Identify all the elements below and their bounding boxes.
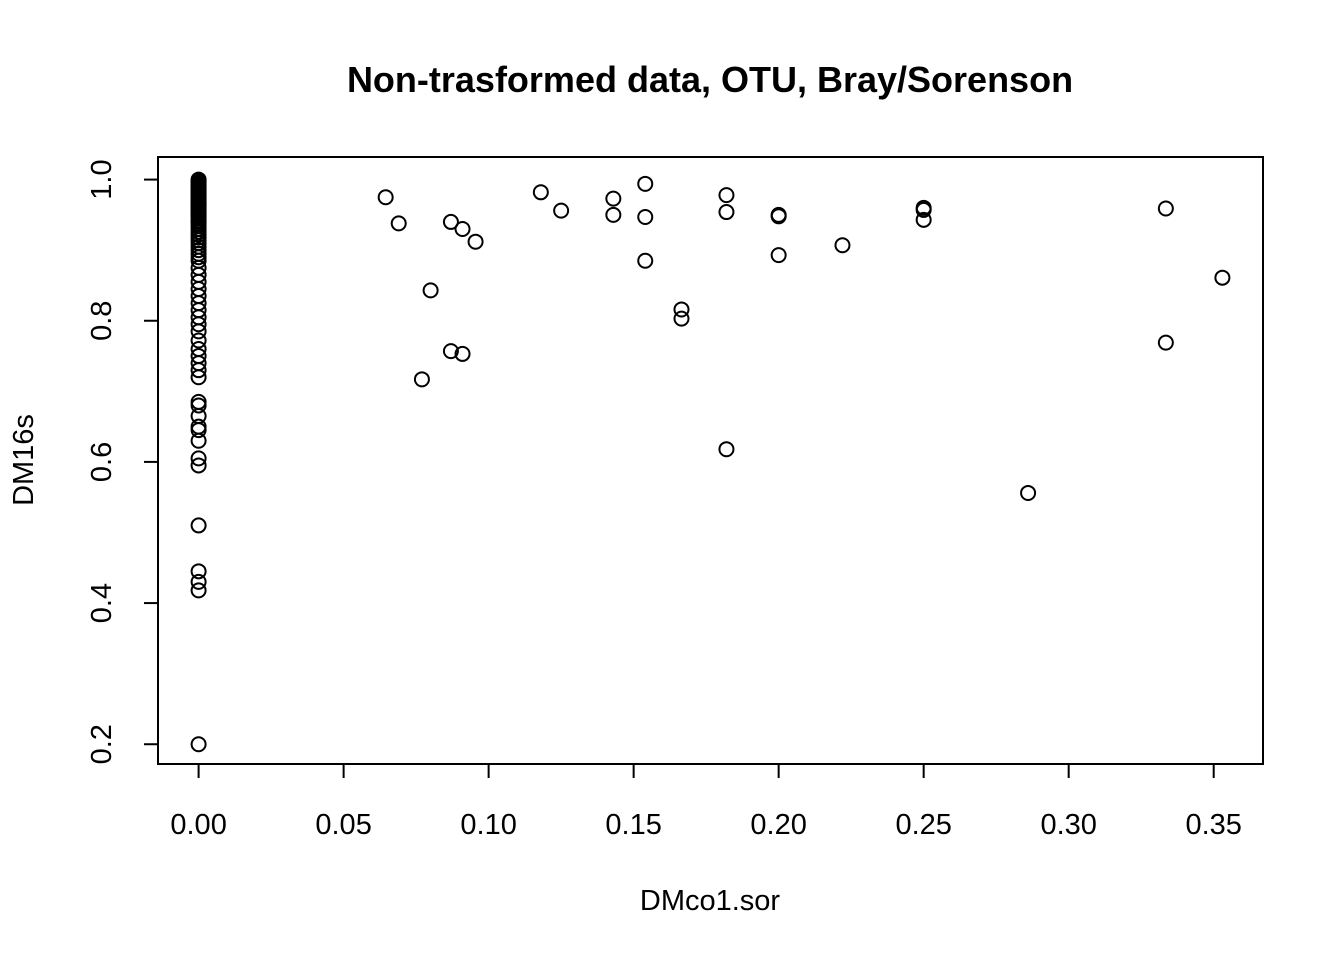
x-axis-label: DMco1.sor bbox=[640, 885, 781, 917]
data-point bbox=[1157, 200, 1174, 217]
data-point bbox=[454, 220, 471, 237]
data-point bbox=[190, 450, 207, 467]
data-point bbox=[718, 187, 735, 204]
data-point bbox=[190, 362, 207, 379]
y-tick-label: 0.4 bbox=[86, 583, 118, 623]
x-tick-label: 0.30 bbox=[1040, 809, 1096, 841]
x-tick-label: 0.00 bbox=[170, 809, 226, 841]
data-point bbox=[553, 202, 570, 219]
data-point bbox=[467, 233, 484, 250]
data-point bbox=[190, 316, 207, 333]
data-point bbox=[190, 563, 207, 580]
data-point bbox=[377, 189, 394, 206]
data-point bbox=[1157, 334, 1174, 351]
data-point bbox=[637, 208, 654, 225]
data-point bbox=[190, 573, 207, 590]
data-point bbox=[718, 441, 735, 458]
data-point bbox=[770, 208, 787, 225]
data-point bbox=[190, 582, 207, 599]
data-point bbox=[190, 397, 207, 414]
x-tick-label: 0.15 bbox=[605, 809, 661, 841]
x-tick-label: 0.35 bbox=[1185, 809, 1241, 841]
data-point bbox=[190, 517, 207, 534]
data-point bbox=[718, 204, 735, 221]
x-tick-label: 0.20 bbox=[750, 809, 806, 841]
data-point bbox=[637, 175, 654, 192]
data-point bbox=[442, 343, 459, 360]
data-point bbox=[1020, 484, 1037, 501]
data-point bbox=[834, 237, 851, 254]
data-point bbox=[1214, 269, 1231, 286]
x-tick-label: 0.05 bbox=[315, 809, 371, 841]
data-point bbox=[190, 432, 207, 449]
data-point bbox=[442, 213, 459, 230]
y-tick-label: 1.0 bbox=[86, 159, 118, 199]
data-point bbox=[190, 457, 207, 474]
data-point bbox=[637, 252, 654, 269]
data-point bbox=[190, 422, 207, 439]
y-tick-label: 0.2 bbox=[86, 724, 118, 764]
data-point bbox=[413, 371, 430, 388]
y-tick-label: 0.6 bbox=[86, 442, 118, 482]
data-point bbox=[915, 201, 932, 218]
data-point bbox=[190, 323, 207, 340]
plot-frame bbox=[157, 156, 1264, 765]
x-tick-label: 0.10 bbox=[460, 809, 516, 841]
data-point bbox=[390, 215, 407, 232]
data-point bbox=[190, 196, 207, 213]
y-axis: 0.2 0.4 0.6 0.8 1.0 bbox=[86, 159, 159, 764]
x-axis: 0.00 0.05 0.10 0.15 0.20 0.25 0.30 0.35 bbox=[170, 763, 1242, 841]
data-point bbox=[605, 206, 622, 223]
data-point bbox=[190, 736, 207, 753]
data-point bbox=[532, 184, 549, 201]
data-points bbox=[190, 171, 1231, 753]
data-point bbox=[454, 345, 471, 362]
y-tick-label: 0.8 bbox=[86, 301, 118, 341]
x-tick-label: 0.25 bbox=[895, 809, 951, 841]
data-point bbox=[605, 190, 622, 207]
data-point bbox=[190, 332, 207, 349]
y-axis-label: DM16s bbox=[8, 414, 40, 506]
data-point bbox=[770, 247, 787, 264]
data-point bbox=[190, 369, 207, 386]
data-point bbox=[673, 310, 690, 327]
data-point bbox=[915, 211, 932, 228]
chart-title: Non-trasformed data, OTU, Bray/Sorenson bbox=[347, 59, 1073, 100]
data-point bbox=[422, 282, 439, 299]
data-point bbox=[673, 301, 690, 318]
